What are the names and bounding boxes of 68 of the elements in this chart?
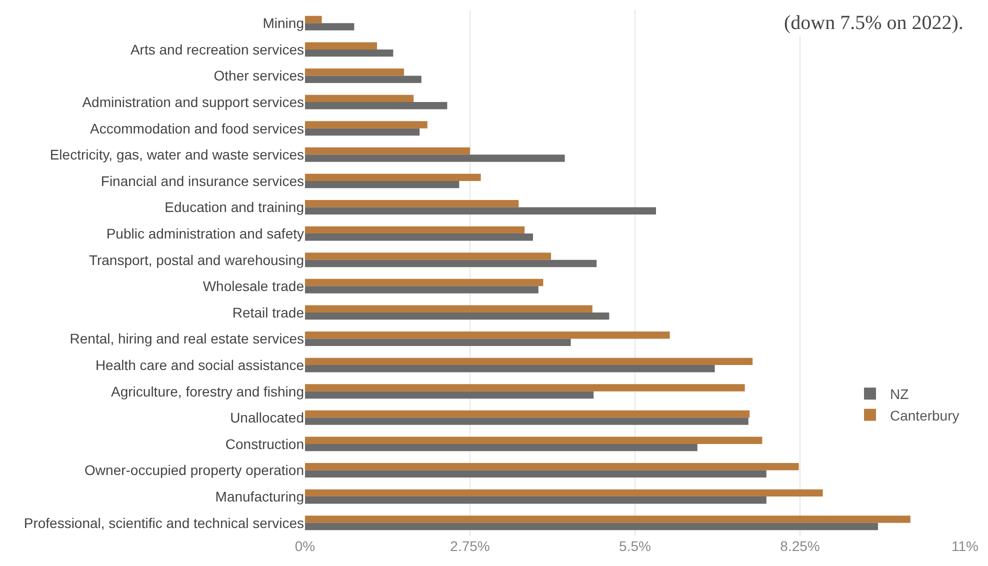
bar [305, 49, 394, 57]
bar [305, 496, 766, 504]
bar [305, 147, 470, 155]
bar [305, 42, 377, 50]
bar [305, 338, 571, 346]
y-tick-label: Professional, scientific and technical services [24, 514, 304, 531]
y-tick-label: Manufacturing [215, 488, 304, 504]
y-tick-label: Unallocated [230, 410, 304, 426]
bar [305, 391, 594, 399]
y-tick-label: Electricity, gas, water and waste services [50, 146, 304, 163]
y-tick-label: Agriculture, forestry and fishing [111, 383, 304, 400]
bar [305, 312, 610, 320]
y-tick-label: Construction [225, 436, 304, 452]
bar [305, 226, 525, 234]
y-tick-label: Health care and social assistance [95, 356, 304, 373]
bar [305, 23, 354, 30]
bar [305, 286, 538, 294]
y-tick-label: Public administration and safety [106, 225, 304, 242]
bar [305, 180, 460, 188]
x-tick-label: 5.5% [619, 538, 651, 554]
y-tick-label: Retail trade [232, 304, 304, 320]
x-tick-label: 11% [952, 538, 978, 554]
y-tick-label: Administration and support services [82, 94, 304, 110]
y-tick-label: Mining [262, 15, 304, 32]
bar [305, 332, 670, 339]
bar [305, 121, 428, 128]
bar [305, 207, 656, 214]
bar [305, 522, 878, 530]
bar [305, 174, 481, 181]
bar [305, 260, 597, 268]
y-tick-label: Owner-occupied property operation [84, 462, 304, 478]
x-tick-label: 0% [294, 538, 316, 554]
bar [305, 278, 544, 286]
x-tick-label: 2.75% [450, 538, 490, 554]
bar [305, 470, 766, 478]
bar [305, 252, 551, 260]
bar [305, 76, 422, 83]
bar [305, 200, 519, 208]
y-tick-label: Wholesale trade [202, 278, 304, 294]
y-tick-label: Transport, postal and warehousing [88, 252, 304, 268]
bar [305, 154, 565, 162]
bar [305, 94, 414, 102]
x-tick-label: 8.25% [780, 538, 820, 554]
bar [305, 489, 823, 497]
legend-label: Canterbury [890, 407, 960, 424]
y-tick-label: Arts and recreation services [130, 41, 304, 58]
bar [305, 365, 715, 372]
y-tick-label: Education and training [164, 199, 304, 216]
bar [305, 102, 448, 110]
bar [305, 16, 322, 24]
bar [305, 444, 698, 452]
y-tick-label: Rental, hiring and real estate services [70, 330, 304, 347]
annotation: (down 7.5% on 2022). [784, 12, 964, 34]
bar [305, 384, 745, 392]
bar [305, 436, 762, 444]
bar [305, 68, 404, 76]
bar [305, 418, 748, 425]
legend-label: NZ [890, 386, 910, 402]
bar [305, 234, 533, 241]
bar [305, 128, 420, 136]
bar [305, 305, 592, 312]
y-tick-label: Accommodation and food services [90, 120, 304, 136]
bar [305, 516, 910, 523]
y-tick-label: Other services [214, 68, 304, 84]
bar [305, 410, 750, 418]
bar [305, 358, 753, 366]
bar [305, 463, 799, 470]
y-tick-label: Financial and insurance services [100, 172, 304, 189]
